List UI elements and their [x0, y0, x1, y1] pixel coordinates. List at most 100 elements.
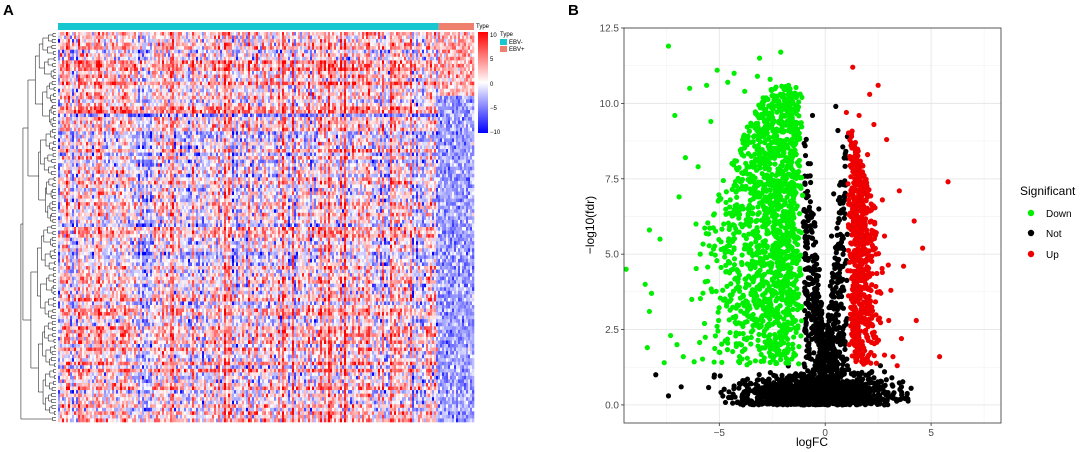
heatmap-cell	[312, 46, 315, 51]
heatmap-cell	[468, 88, 471, 93]
dendrogram-branch	[44, 325, 49, 339]
heatmap-cell	[378, 63, 381, 68]
heatmap-cell	[446, 95, 449, 100]
heatmap-cell	[286, 85, 289, 90]
heatmap-cell	[318, 63, 321, 68]
heatmap-cell	[144, 81, 147, 86]
heatmap-cell	[294, 88, 297, 93]
heatmap-cell	[322, 81, 325, 86]
heatmap-cell	[442, 95, 445, 100]
heatmap-cell	[194, 46, 197, 51]
heatmap-cell	[74, 35, 77, 40]
heatmap-cell	[274, 74, 277, 79]
heatmap-cell	[190, 46, 193, 51]
heatmap-cell	[390, 67, 393, 72]
heatmap-cell	[406, 88, 409, 93]
heatmap-cell	[426, 71, 429, 75]
heatmap-cell	[254, 74, 257, 79]
heatmap-cell	[230, 46, 233, 51]
heatmap-cell	[156, 113, 159, 118]
heatmap-cell	[416, 92, 419, 97]
heatmap-cell	[66, 63, 69, 68]
heatmap-cell	[362, 81, 365, 86]
heatmap-cell	[248, 92, 251, 97]
heatmap-cell	[282, 53, 285, 58]
heatmap-cell	[352, 49, 355, 54]
heatmap-cell	[380, 63, 383, 68]
heatmap-cell	[108, 106, 111, 111]
annotation-title: Type	[476, 24, 490, 30]
heatmap-cell	[86, 99, 89, 104]
heatmap-cell	[404, 99, 407, 104]
heatmap-cell	[330, 67, 333, 72]
heatmap-cell	[426, 46, 429, 51]
heatmap-cell	[424, 39, 427, 43]
heatmap-cell	[184, 39, 187, 43]
heatmap-cell	[90, 32, 93, 36]
heatmap-cell	[78, 88, 81, 93]
heatmap-cell	[286, 67, 289, 72]
heatmap-cell	[152, 35, 155, 40]
heatmap-cell	[420, 71, 423, 75]
heatmap-cell	[450, 78, 453, 82]
heatmap-cell	[238, 53, 241, 58]
heatmap-cell	[358, 85, 361, 90]
heatmap-cell	[286, 78, 289, 82]
heatmap-cell	[456, 99, 459, 104]
heatmap-cell	[198, 78, 201, 82]
heatmap-cell	[84, 110, 87, 114]
heatmap-cell	[364, 46, 367, 51]
heatmap-cell	[76, 67, 79, 72]
heatmap-cell	[312, 85, 315, 90]
heatmap-cell	[350, 88, 353, 93]
heatmap-cell	[60, 95, 63, 100]
heatmap-cell	[236, 53, 239, 58]
heatmap-cell	[138, 53, 141, 58]
heatmap-cell	[464, 49, 467, 54]
heatmap-cell	[94, 92, 97, 97]
heatmap-cell	[174, 102, 177, 107]
heatmap-cell	[58, 110, 61, 114]
heatmap-cell	[254, 88, 257, 93]
heatmap-cell	[80, 113, 83, 118]
heatmap-cell	[412, 39, 415, 43]
heatmap-cell	[300, 102, 303, 107]
heatmap-cell	[218, 39, 221, 43]
heatmap-cell	[250, 99, 253, 104]
heatmap-cell	[446, 32, 449, 36]
heatmap-cell	[88, 67, 91, 72]
heatmap-cell	[468, 56, 471, 61]
heatmap-cell	[310, 71, 313, 75]
heatmap-cell	[192, 35, 195, 40]
heatmap-cell	[194, 113, 197, 118]
heatmap-cell	[174, 63, 177, 68]
heatmap-cell	[74, 39, 77, 43]
heatmap-cell	[274, 56, 277, 61]
heatmap-cell	[150, 78, 153, 82]
heatmap-cell	[230, 67, 233, 72]
heatmap-cell	[278, 78, 281, 82]
heatmap-cell	[206, 56, 209, 61]
heatmap-cell	[362, 35, 365, 40]
heatmap-cell	[178, 53, 181, 58]
heatmap-cell	[332, 85, 335, 90]
heatmap-cell	[318, 78, 321, 82]
heatmap-cell	[460, 74, 463, 79]
heatmap-cell	[416, 71, 419, 75]
heatmap-cell	[286, 95, 289, 100]
heatmap-cell	[430, 78, 433, 82]
heatmap-cell	[428, 56, 431, 61]
heatmap-cell	[218, 42, 221, 47]
heatmap-cell	[266, 99, 269, 104]
heatmap-cell	[156, 56, 159, 61]
heatmap-cell	[220, 35, 223, 40]
heatmap-cell	[404, 106, 407, 111]
heatmap-cell	[90, 81, 93, 86]
heatmap-cell	[376, 71, 379, 75]
heatmap-cell	[222, 85, 225, 90]
heatmap-cell	[98, 113, 101, 118]
heatmap-cell	[132, 81, 135, 86]
heatmap-cell	[304, 71, 307, 75]
heatmap-cell	[466, 71, 469, 75]
heatmap-cell	[444, 99, 447, 104]
